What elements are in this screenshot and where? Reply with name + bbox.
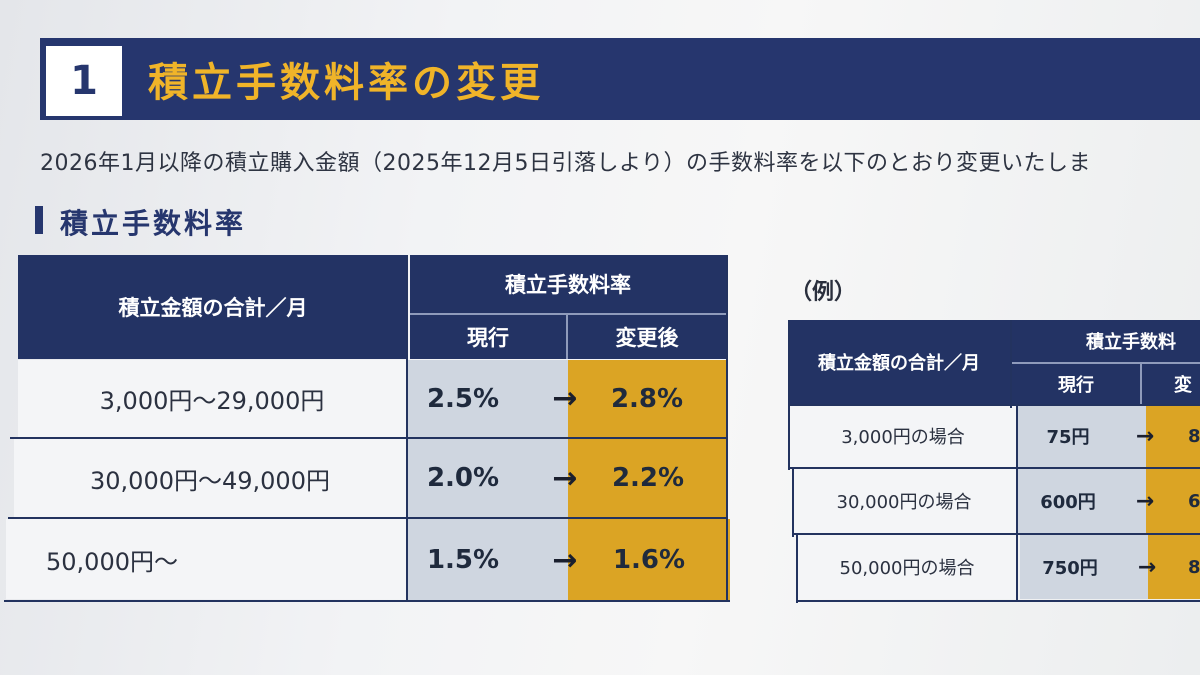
row1-amount: 3,000円～29,000円 [18,360,406,437]
page-title: 積立手数料率の変更 [148,60,544,106]
ex-row3-current: 750円 [1020,535,1148,599]
ex-header-rate: 積立手数料 [1012,320,1200,362]
ex-row1-amount: 3,000円の場合 [790,405,1016,467]
header-rate-label: 積立手数料率 [505,273,631,297]
row2-current-text: 2.0% [426,463,500,493]
ex-header-amount: 積立金額の合計／月 [788,320,1010,404]
grid-h1 [10,437,728,439]
ex-grid-left2 [792,467,794,537]
row3-current: 1.5% [408,519,568,601]
ex-header-rate-label: 積立手数料 [1086,332,1176,353]
header-current-label: 現行 [467,326,509,350]
row2-after-text: 2.2% [611,463,685,493]
ex-header-current-label: 現行 [1058,375,1094,396]
row3-after-text: 1.6% [612,545,686,575]
ex-grid-vh2 [1140,364,1142,406]
grid-h2 [8,517,728,519]
ex-grid-h2 [792,533,1200,535]
row2-current: 2.0% [408,439,568,517]
section-number: 1 [44,44,124,118]
title-bar [40,38,1200,120]
header-divider [410,313,726,315]
header-amount: 積立金額の合計／月 [18,255,408,359]
ex-row2-after-text: 6 [1188,490,1200,512]
header-after: 変更後 [568,315,726,359]
ex-row2-arrow-icon: → [1135,488,1155,514]
ex-row3-after: 8 [1148,535,1200,599]
example-label: （例） [790,280,857,305]
ex-row1-amount-text: 3,000円の場合 [841,427,965,448]
row1-current: 2.5% [408,360,568,437]
row3-current-text: 1.5% [426,545,500,575]
ex-row2-current-text: 600円 [1040,492,1096,513]
row3-amount-text: 50,000円～ [46,547,178,576]
row1-after-text: 2.8% [610,383,684,414]
row1-amount-text: 3,000円～29,000円 [99,387,325,415]
ex-row2-current: 600円 [1018,469,1146,533]
ex-row2-after: 6 [1146,469,1200,533]
ex-row1-after-text: 8 [1188,425,1200,447]
ex-grid-h0 [790,404,1200,406]
ex-header-after-label: 変 [1174,375,1192,396]
ex-row3-current-text: 750円 [1042,558,1098,579]
ex-grid-left3 [796,533,798,603]
section-title: 積立手数料率 [60,207,247,240]
grid-v2 [726,255,728,601]
ex-grid-h3 [796,600,1200,602]
ex-header-amount-label: 積立金額の合計／月 [818,353,980,374]
grid-h3 [4,600,730,602]
row3-after: 1.6% [568,519,730,601]
intro-text: 2026年1月以降の積立購入金額（2025年12月5日引落しより）の手数料率を以… [40,151,1092,176]
ex-row1-after: 8 [1146,405,1200,467]
row2-after: 2.2% [568,439,728,517]
ex-header-current: 現行 [1012,364,1140,404]
header-amount-label: 積立金額の合計／月 [118,296,308,320]
ex-row2-amount-text: 30,000円の場合 [836,492,972,513]
row3-arrow-icon: → [552,542,578,578]
ex-grid-h1 [790,467,1200,469]
header-divider-v [566,315,568,359]
header-rate: 積立手数料率 [410,255,726,313]
ex-row2-amount: 30,000円の場合 [792,469,1016,533]
row1-after: 2.8% [568,360,726,437]
row1-current-text: 2.5% [426,383,500,414]
ex-row3-arrow-icon: → [1137,554,1157,580]
ex-row1-current-text: 75円 [1046,427,1090,448]
ex-row3-amount: 50,000円の場合 [796,535,1018,599]
ex-row1-current: 75円 [1018,405,1146,467]
ex-grid-left1 [788,320,790,470]
row2-amount-text: 30,000円～49,000円 [90,466,330,495]
ex-row3-after-text: 8 [1188,556,1200,578]
header-after-label: 変更後 [615,326,679,350]
row1-arrow-icon: → [552,381,578,416]
row3-amount: 50,000円～ [6,519,406,599]
ex-row1-arrow-icon: → [1135,423,1155,449]
ex-row3-amount-text: 50,000円の場合 [839,558,975,579]
ex-header-divider [1012,362,1200,364]
ex-grid-vh [1010,320,1012,408]
ex-header-after: 変 [1142,364,1200,404]
grid-v1 [406,255,408,601]
row2-amount: 30,000円～49,000円 [14,439,406,517]
row2-arrow-icon: → [552,460,578,496]
ex-grid-v1 [1016,405,1018,601]
section-marker [35,206,43,234]
header-current: 現行 [410,315,566,359]
